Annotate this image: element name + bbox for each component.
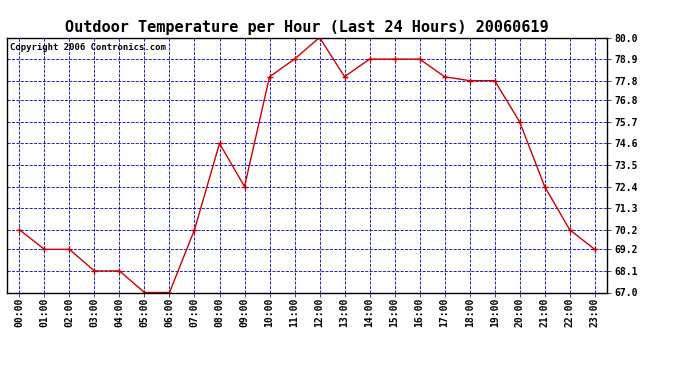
Text: Copyright 2006 Contronics.com: Copyright 2006 Contronics.com: [10, 43, 166, 52]
Title: Outdoor Temperature per Hour (Last 24 Hours) 20060619: Outdoor Temperature per Hour (Last 24 Ho…: [66, 20, 549, 35]
